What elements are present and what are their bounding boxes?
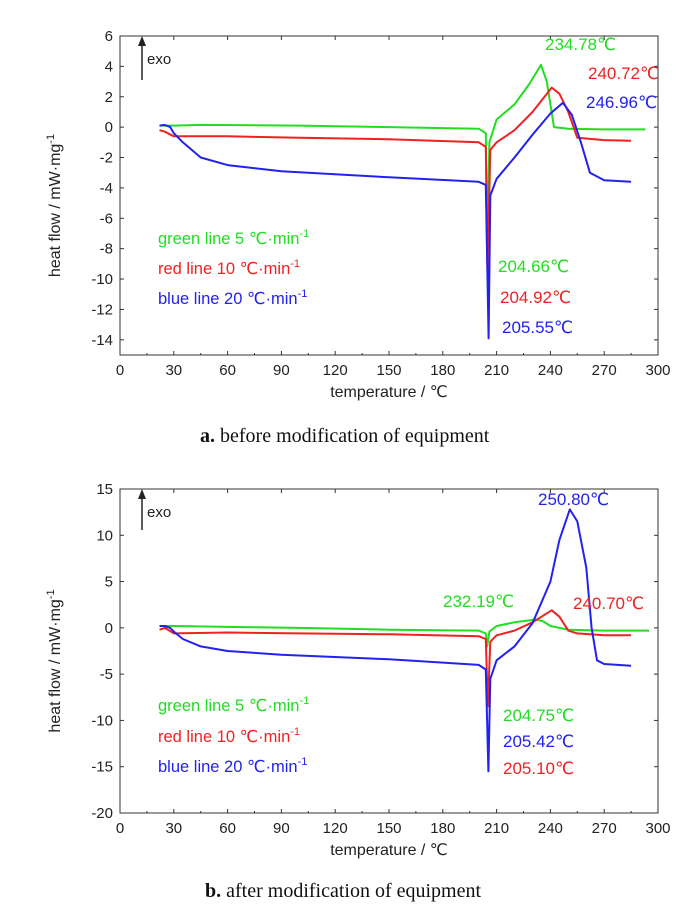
chart-b-peak-annotation: 240.70℃ <box>573 594 644 613</box>
chart-b-x-tick-label: 0 <box>116 820 124 837</box>
chart-b-peak-annotation: 205.42℃ <box>503 732 574 751</box>
chart-a-y-tick-label: -4 <box>100 180 113 197</box>
chart-a-x-tick-label: 30 <box>165 362 182 379</box>
chart-b-legend-entry: green line 5 ℃·min-1 <box>158 695 309 715</box>
chart-b-caption-letter: b. <box>205 880 226 902</box>
chart-a-legend-superscript: -1 <box>299 228 309 240</box>
chart-a-y-tick-label: -2 <box>100 150 113 167</box>
chart-a-caption: a. before modification of equipment <box>200 425 490 447</box>
chart-b-y-axis-label: heat flow / mW·mg-1 <box>45 589 64 732</box>
chart-b-y-axis-label-superscript: -1 <box>45 589 57 599</box>
chart-a-x-tick-label: 270 <box>592 362 617 379</box>
chart-b-x-tick-label: 30 <box>165 820 182 837</box>
chart-a-x-tick-label: 300 <box>645 362 670 379</box>
chart-b-legend-superscript: -1 <box>299 695 309 707</box>
chart-a-peak-annotation: 234.78℃ <box>545 35 616 54</box>
chart-a-y-tick-label: 6 <box>105 28 113 45</box>
chart-a-x-tick-label: 210 <box>484 362 509 379</box>
chart-b-exo-arrow-head <box>138 489 146 499</box>
chart-b-y-tick-label: 10 <box>96 527 113 544</box>
chart-a-caption-letter: a. <box>200 425 220 447</box>
chart-b-legend-entry: red line 10 ℃·min-1 <box>158 726 300 746</box>
chart-a-y-tick-label: -6 <box>100 210 113 227</box>
chart-b-y-tick-label: 0 <box>105 620 113 637</box>
chart-a-exo-arrow-head <box>138 36 146 46</box>
chart-b-panel: 0 30 60 90 120 150 180 210 240 270 300-20-15-10-50… <box>45 481 671 902</box>
chart-a-series-line-blue <box>159 101 632 340</box>
chart-a-peak-annotation: 246.96℃ <box>586 93 657 112</box>
chart-a-legend-entry: blue line 20 ℃·min-1 <box>158 288 307 308</box>
chart-a-x-tick-label: 240 <box>538 362 563 379</box>
chart-b-y-tick-label: 5 <box>105 574 113 591</box>
chart-a-y-tick-label: -10 <box>91 271 113 288</box>
chart-b-y-tick-label: -5 <box>100 666 113 683</box>
chart-b-x-tick-label: 90 <box>273 820 290 837</box>
chart-a-legend-superscript: -1 <box>290 258 300 270</box>
chart-b-x-tick-label: 210 <box>484 820 509 837</box>
chart-b-peak-annotation: 250.80℃ <box>538 490 609 509</box>
chart-b-x-tick-label: 120 <box>323 820 348 837</box>
chart-a-x-tick-label: 0 <box>116 362 124 379</box>
chart-a-y-tick-label: 0 <box>105 119 113 136</box>
chart-b-series-line-blue <box>159 508 632 773</box>
chart-b-x-tick-label: 270 <box>592 820 617 837</box>
chart-b-exo-label: exo <box>147 504 171 521</box>
chart-b-y-tick-label: -10 <box>91 712 113 729</box>
chart-a-x-tick-label: 90 <box>273 362 290 379</box>
chart-a-y-axis-label-superscript: -1 <box>45 134 57 144</box>
chart-a-peak-annotation: 240.72℃ <box>588 64 659 83</box>
chart-a-y-tick-label: -14 <box>91 332 113 349</box>
chart-a-x-tick-label: 180 <box>430 362 455 379</box>
chart-b-peak-annotation: 232.19℃ <box>443 592 514 611</box>
chart-a-x-tick-label: 120 <box>323 362 348 379</box>
chart-a-panel: 0 30 60 90 120 150 180 210 240 270 300-14-12-10-8-… <box>45 28 671 447</box>
chart-a-series-line-green <box>159 63 646 250</box>
chart-a-x-tick-label: 60 <box>219 362 236 379</box>
chart-a-legend-entry: green line 5 ℃·min-1 <box>158 228 309 248</box>
chart-b-y-tick-label: -20 <box>91 805 113 822</box>
chart-a-peak-annotation: 205.55℃ <box>502 318 573 337</box>
chart-b-x-axis-label: temperature / ℃ <box>330 842 448 859</box>
chart-b-legend-superscript: -1 <box>298 756 308 768</box>
chart-a-y-axis-label: heat flow / mW·mg-1 <box>45 134 64 277</box>
chart-b-x-tick-label: 60 <box>219 820 236 837</box>
chart-b-y-tick-label: -15 <box>91 759 113 776</box>
chart-b-x-tick-label: 240 <box>538 820 563 837</box>
chart-b-x-tick-label: 300 <box>645 820 670 837</box>
chart-b-legend-superscript: -1 <box>290 726 300 738</box>
chart-a-peak-annotation: 204.92℃ <box>500 288 571 307</box>
chart-a-legend-superscript: -1 <box>298 288 308 300</box>
chart-a-y-tick-label: 4 <box>105 58 113 75</box>
chart-a-legend-entry: red line 10 ℃·min-1 <box>158 258 300 278</box>
chart-b-y-tick-label: 15 <box>96 481 113 498</box>
chart-a-x-axis-label: temperature / ℃ <box>330 384 448 401</box>
chart-b-caption: b. after modification of equipment <box>205 880 481 902</box>
chart-b-x-tick-label: 150 <box>376 820 401 837</box>
chart-a-x-tick-label: 150 <box>376 362 401 379</box>
chart-b-peak-annotation: 205.10℃ <box>503 759 574 778</box>
chart-a-y-tick-label: 2 <box>105 89 113 106</box>
chart-b-series-line-green <box>159 618 649 648</box>
chart-a-y-tick-label: -8 <box>100 241 113 258</box>
chart-a-exo-label: exo <box>147 51 171 68</box>
chart-a-peak-annotation: 204.66℃ <box>498 257 569 276</box>
chart-b-series-line-red <box>159 609 632 708</box>
chart-b-peak-annotation: 204.75℃ <box>503 706 574 725</box>
chart-a-y-tick-label: -12 <box>91 301 113 318</box>
chart-b-legend-entry: blue line 20 ℃·min-1 <box>158 756 307 776</box>
chart-b-x-tick-label: 180 <box>430 820 455 837</box>
